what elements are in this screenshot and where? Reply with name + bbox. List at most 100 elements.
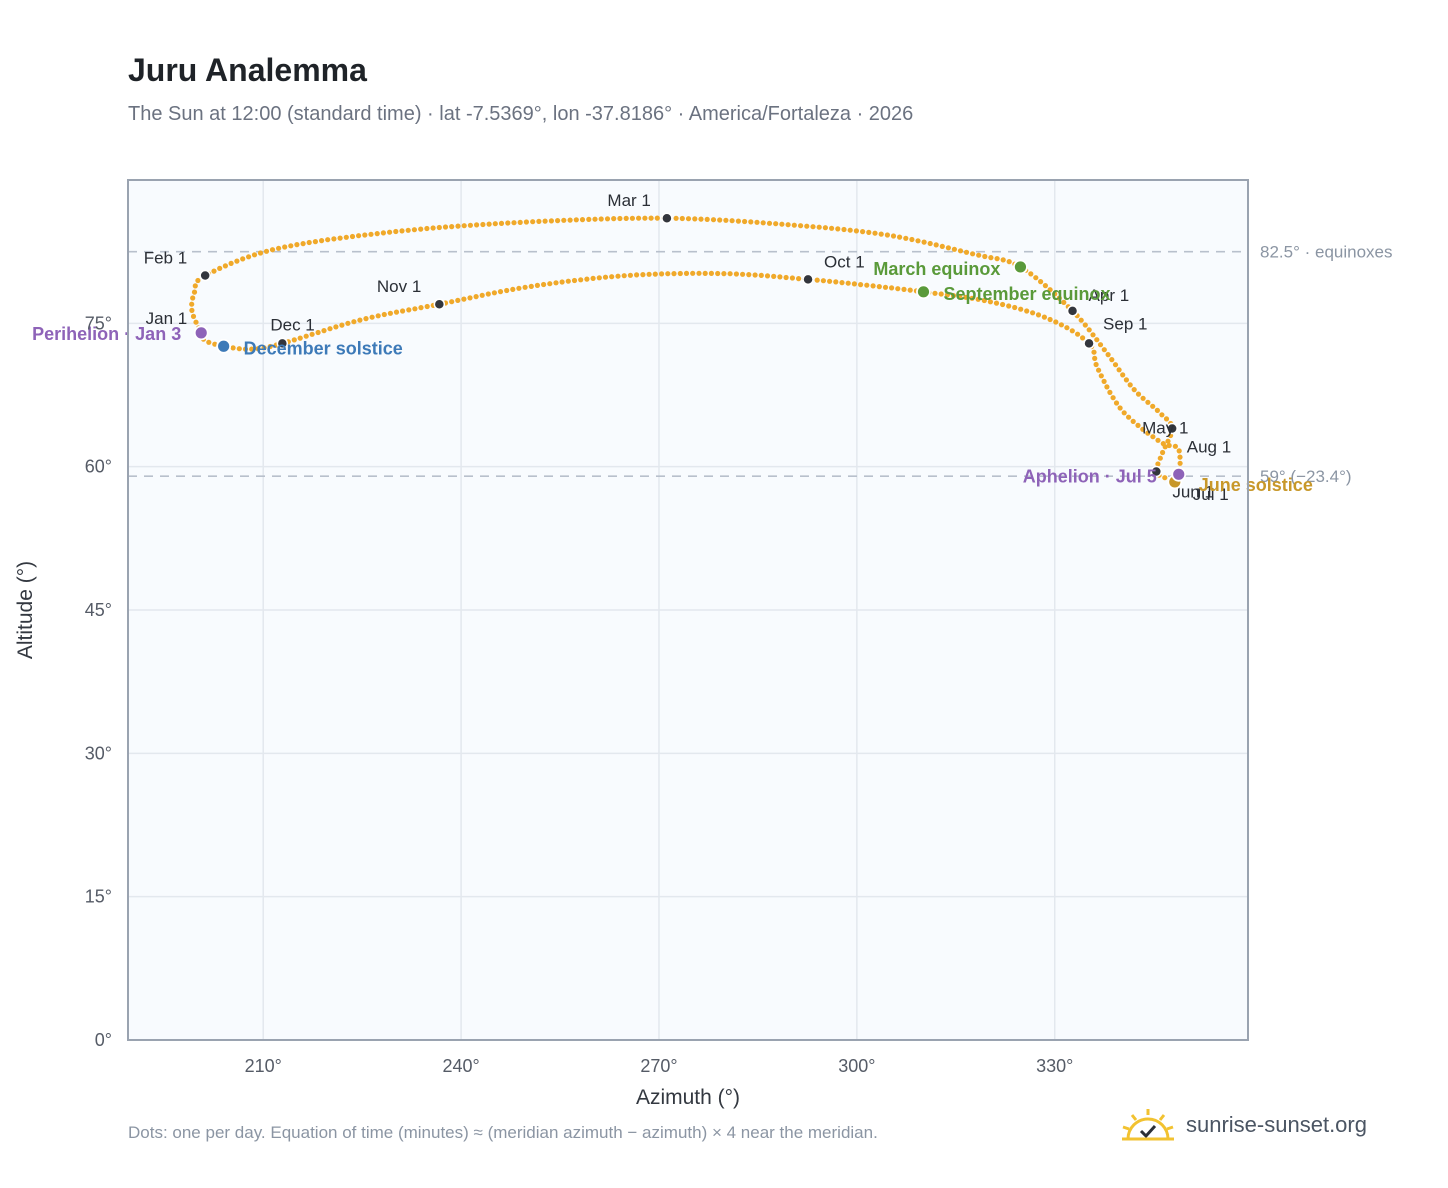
daily-sun-dot <box>1112 362 1119 368</box>
daily-sun-dot <box>617 215 623 222</box>
daily-sun-dot <box>845 280 851 286</box>
daily-sun-dot <box>890 233 897 239</box>
daily-sun-dot <box>592 216 598 222</box>
daily-sun-dot <box>1162 475 1168 481</box>
daily-sun-dot <box>362 232 368 238</box>
x-tick-label: 330° <box>1036 1056 1073 1076</box>
daily-sun-dot <box>1056 295 1062 301</box>
daily-sun-dot <box>939 243 945 249</box>
chart-footnote: Dots: one per day. Equation of time (min… <box>128 1123 878 1142</box>
daily-sun-dot <box>516 285 522 291</box>
plot-frame <box>127 179 1249 1041</box>
daily-sun-dot <box>1116 367 1122 373</box>
daily-sun-dot <box>646 271 652 277</box>
daily-sun-dot <box>798 223 804 229</box>
daily-sun-dot <box>492 221 498 227</box>
daily-sun-dot <box>1126 414 1132 420</box>
daily-sun-dot <box>1177 454 1183 460</box>
daily-sun-dot <box>969 295 975 301</box>
daily-sun-dot <box>627 272 634 278</box>
daily-sun-dot <box>994 256 1000 262</box>
daily-sun-dot <box>191 289 198 295</box>
daily-sun-dot <box>1176 448 1182 454</box>
daily-sun-dot <box>1069 328 1075 334</box>
daily-sun-dot <box>642 215 648 221</box>
month-marker <box>433 298 446 310</box>
daily-sun-dot <box>297 335 303 341</box>
daily-sun-dot <box>835 226 841 232</box>
daily-sun-dot <box>400 308 406 314</box>
sun-icon <box>1122 1109 1174 1141</box>
daily-sun-dot <box>710 217 717 223</box>
daily-sun-dot <box>249 346 255 352</box>
daily-sun-dot <box>721 271 727 277</box>
daily-sun-dot <box>242 346 249 352</box>
daily-sun-dot <box>343 234 349 240</box>
daily-sun-dot <box>903 235 909 241</box>
reference-label: 82.5° · equinoxes <box>1260 243 1393 262</box>
daily-sun-dot <box>228 260 234 266</box>
daily-sun-dot <box>393 309 400 315</box>
daily-sun-dot <box>609 274 615 280</box>
month-label: Jan 1 <box>146 309 188 328</box>
daily-sun-dot <box>982 253 988 260</box>
daily-sun-dot <box>1000 257 1006 263</box>
y-tick-label: 15° <box>85 887 112 907</box>
daily-sun-dot <box>1097 342 1104 348</box>
daily-sun-dot <box>1160 449 1166 456</box>
month-marker <box>661 212 673 224</box>
daily-sun-dot <box>255 346 261 352</box>
daily-sun-dot <box>733 271 740 277</box>
daily-sun-dot <box>704 216 710 222</box>
daily-sun-dot <box>640 272 646 278</box>
daily-sun-dot <box>1096 367 1102 373</box>
daily-sun-dot <box>698 216 704 222</box>
reference-lines: 82.5° · equinoxes 59° (−23.4°) <box>128 243 1393 486</box>
daily-sun-dot <box>1163 416 1170 422</box>
y-tick-label: 45° <box>85 600 112 620</box>
month-label: Aug 1 <box>1187 437 1231 456</box>
event-marker <box>193 325 209 341</box>
event-label: June solstice <box>1199 475 1313 495</box>
daily-sun-dot <box>872 230 878 236</box>
daily-sun-dot <box>269 247 276 253</box>
daily-sun-dot <box>436 224 442 231</box>
daily-sun-dot <box>455 223 461 229</box>
daily-sun-dot <box>993 300 1000 306</box>
daily-sun-dot <box>742 218 748 225</box>
daily-sun-dot <box>246 254 252 260</box>
daily-sun-dot <box>1159 412 1165 418</box>
brand-name: sunrise-sunset.org <box>1186 1112 1367 1137</box>
daily-sun-dot <box>1093 361 1099 368</box>
y-tick-label: 60° <box>85 457 112 477</box>
daily-sun-dot <box>1117 405 1123 411</box>
daily-sun-dot <box>829 225 835 231</box>
daily-sun-dot <box>542 218 548 224</box>
daily-sun-dot <box>1028 271 1034 277</box>
daily-sun-dot <box>257 250 264 256</box>
daily-sun-dot <box>461 223 467 229</box>
daily-sun-dot <box>1082 322 1088 328</box>
daily-sun-dot <box>596 275 602 281</box>
daily-sun-dot <box>1090 332 1096 338</box>
daily-sun-dot <box>746 272 752 278</box>
daily-sun-dot <box>309 331 315 337</box>
daily-sun-dot <box>510 286 516 292</box>
daily-sun-dot <box>783 274 789 281</box>
y-axis-title: Altitude (°) <box>14 561 37 659</box>
daily-sun-dot <box>841 226 847 233</box>
daily-sun-dot <box>356 233 362 239</box>
daily-sun-dot <box>758 272 764 278</box>
x-tick-label: 270° <box>640 1056 677 1076</box>
daily-sun-dot <box>602 274 609 280</box>
month-marker <box>276 337 289 350</box>
daily-sun-dot <box>282 244 288 250</box>
daily-sun-dot <box>528 283 534 289</box>
daily-sun-dot <box>300 241 306 247</box>
daily-sun-dot <box>789 275 796 281</box>
brand-logo[interactable]: sunrise-sunset.org <box>1120 1100 1367 1150</box>
daily-sun-dot <box>851 281 858 287</box>
daily-sun-dot <box>511 220 517 226</box>
daily-sun-dot <box>727 271 733 277</box>
daily-sun-dot <box>1035 312 1042 318</box>
